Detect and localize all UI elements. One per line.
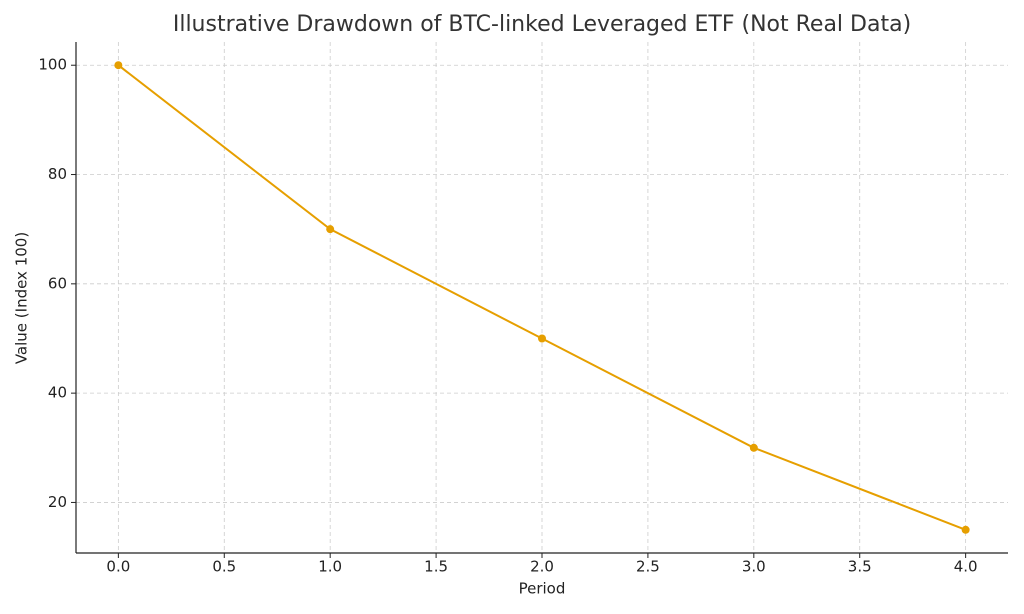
y-tick-label: 100: [38, 56, 67, 74]
x-tick-label: 2.0: [530, 558, 554, 576]
point: [538, 334, 546, 343]
x-tick-label: 1.5: [424, 558, 448, 576]
y-tick-label: 60: [48, 274, 67, 292]
point: [114, 61, 123, 70]
chart-title: Illustrative Drawdown of BTC-linked Leve…: [173, 12, 911, 37]
point: [326, 225, 335, 234]
point: [961, 525, 970, 534]
x-tick-label: 0.0: [106, 558, 130, 576]
y-tick-label: 40: [48, 384, 67, 402]
x-tick-label: 3.5: [848, 558, 872, 576]
x-tick-label: 0.5: [212, 558, 236, 576]
y-axis-label: Value (Index 100): [13, 232, 31, 364]
x-tick-label: 4.0: [954, 558, 978, 576]
x-tick-label: 2.5: [636, 558, 660, 576]
x-tick-label: 1.0: [318, 558, 342, 576]
point: [749, 443, 758, 452]
y-tick-label: 80: [48, 165, 67, 183]
x-tick-label: 3.0: [742, 558, 766, 576]
x-axis-label: Period: [519, 580, 566, 598]
y-tick-label: 20: [48, 493, 67, 511]
